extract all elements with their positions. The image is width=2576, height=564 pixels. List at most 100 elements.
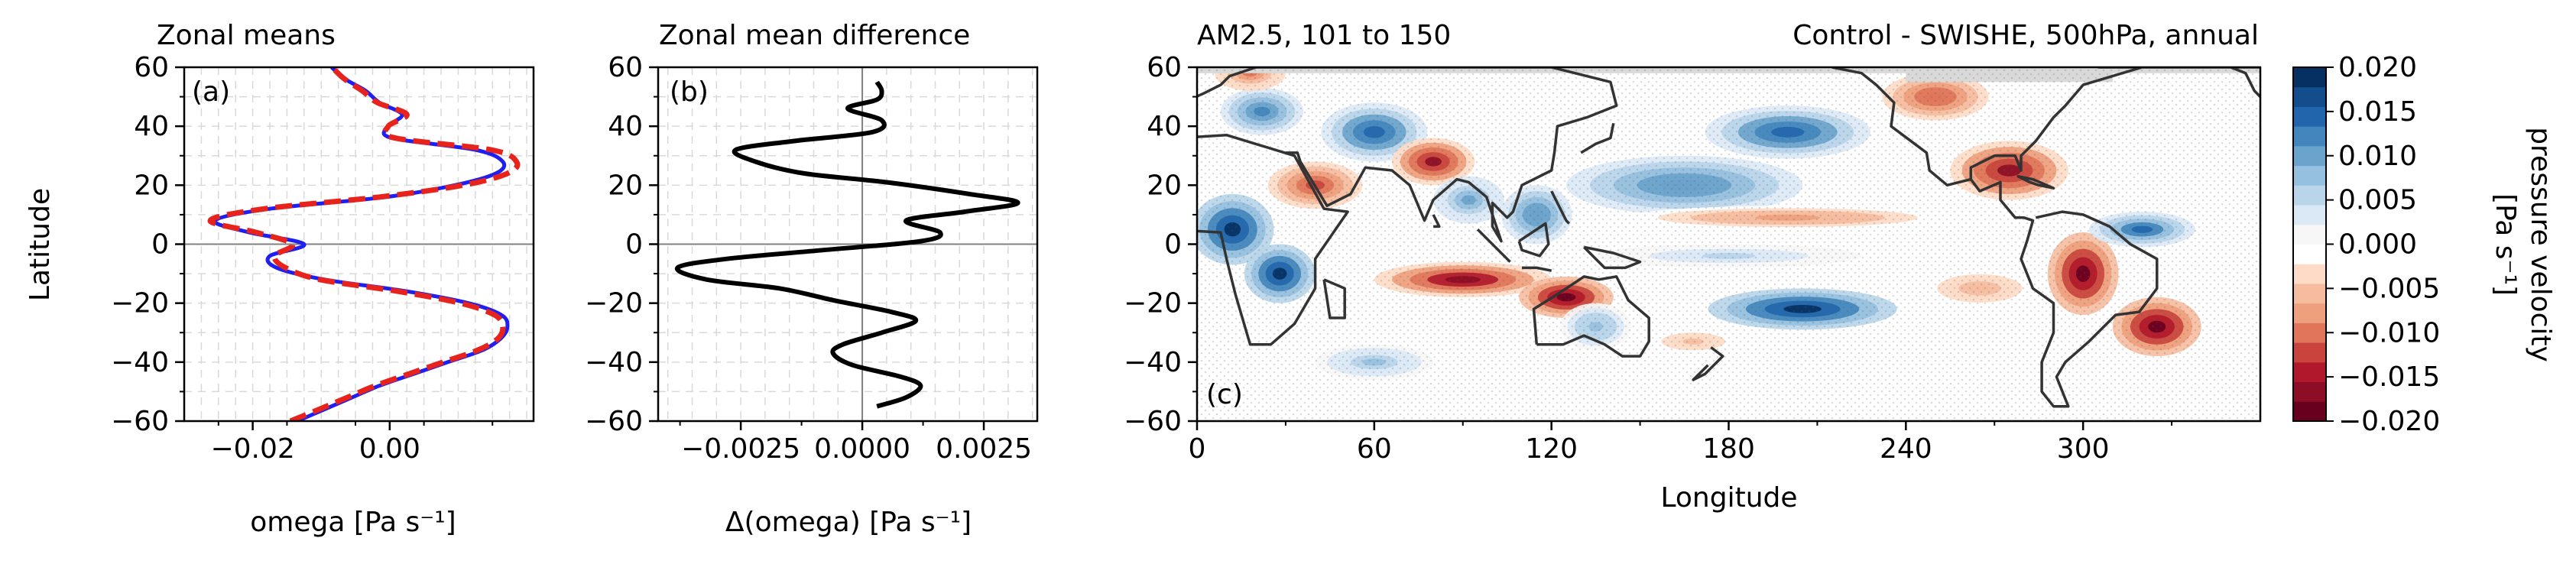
series-line-swishe bbox=[207, 67, 521, 421]
colorbar-box bbox=[2293, 361, 2326, 383]
panel-b-y-axis: −60 −40 −20 0 20 40 60 bbox=[585, 52, 658, 437]
colorbar-tick-label: −0.020 bbox=[2338, 406, 2440, 437]
colorbar-box bbox=[2293, 126, 2326, 147]
coastline bbox=[1517, 222, 1550, 258]
panel-a-xlabel: omega [Pa s⁻¹] bbox=[250, 507, 456, 538]
panel-c-x-axis: 0 60 120 180 240 300 bbox=[1189, 421, 2173, 465]
panel-a-x-axis: −0.02 0.00 bbox=[210, 421, 494, 465]
coastline bbox=[1522, 266, 1552, 272]
colorbar-box bbox=[2293, 67, 2326, 88]
y-tick-label: 60 bbox=[608, 52, 643, 83]
panel-a-label: (a) bbox=[192, 76, 230, 108]
colorbar-tick-label: −0.010 bbox=[2338, 317, 2440, 348]
y-tick-label: 20 bbox=[134, 170, 169, 201]
colorbar-tick-label: 0.015 bbox=[2338, 96, 2417, 128]
colorbar-box bbox=[2293, 264, 2326, 284]
colorbar-label-line2: [Pa s⁻¹] bbox=[2490, 193, 2521, 296]
colorbar-box bbox=[2293, 165, 2326, 186]
coastline bbox=[1476, 228, 1511, 263]
panel-b: Zonal mean difference −60 −40 −20 0 20 40 60 −… bbox=[585, 20, 1039, 538]
colorbar-box bbox=[2293, 323, 2326, 343]
colorbar-box bbox=[2293, 224, 2326, 245]
y-tick-label: −20 bbox=[1124, 288, 1182, 319]
panel-c: AM2.5, 101 to 150 Control - SWISHE, 500h… bbox=[1124, 20, 2262, 514]
y-tick-label: −20 bbox=[585, 288, 643, 319]
y-tick-label: 0 bbox=[625, 229, 643, 261]
colorbar-box bbox=[2293, 283, 2326, 304]
coastline bbox=[1550, 190, 1571, 225]
colorbar-box bbox=[2293, 205, 2326, 225]
y-tick-label: 40 bbox=[1147, 111, 1182, 142]
coastline bbox=[1580, 122, 1615, 154]
panel-a-y-axis: −60 −40 −20 0 20 40 60 bbox=[111, 52, 184, 437]
panel-c-coastlines bbox=[1197, 67, 2260, 408]
colorbar-box bbox=[2293, 342, 2326, 363]
y-tick-label: 0 bbox=[151, 229, 169, 261]
x-tick-label: 0.00 bbox=[359, 433, 420, 465]
coastline bbox=[2230, 67, 2260, 98]
panel-c-stippling bbox=[1197, 67, 2260, 421]
coastline bbox=[1582, 245, 1642, 270]
y-tick-label: 20 bbox=[1147, 170, 1182, 201]
colorbar-tick-label: 0.005 bbox=[2338, 185, 2417, 216]
coastline bbox=[1432, 214, 1441, 229]
colorbar-tick-label: −0.015 bbox=[2338, 361, 2440, 393]
y-tick-label: 20 bbox=[608, 170, 643, 201]
x-tick-label: −0.02 bbox=[210, 433, 294, 465]
colorbar-tick-label: 0.010 bbox=[2338, 141, 2417, 172]
colorbar-box bbox=[2293, 303, 2326, 323]
colorbar: 0.020 0.015 0.010 0.005 0.000 −0.005 −0.010 −0.… bbox=[2292, 52, 2556, 437]
x-tick-label: 180 bbox=[1702, 433, 1755, 465]
coastline bbox=[1969, 67, 2260, 408]
panel-c-xlabel: Longitude bbox=[1660, 482, 1797, 514]
x-tick-label: 60 bbox=[1357, 433, 1392, 465]
y-tick-label: −40 bbox=[585, 347, 643, 378]
y-tick-label: −60 bbox=[585, 406, 643, 437]
y-tick-label: 40 bbox=[134, 111, 169, 142]
colorbar-box bbox=[2293, 401, 2326, 422]
panel-c-title-left: AM2.5, 101 to 150 bbox=[1197, 20, 1451, 51]
x-tick-label: 240 bbox=[1880, 433, 1932, 465]
y-tick-label: −40 bbox=[111, 347, 169, 378]
panel-b-label: (b) bbox=[670, 76, 709, 108]
panel-b-xlabel: Δ(omega) [Pa s⁻¹] bbox=[725, 507, 972, 538]
colorbar-ticks: 0.020 0.015 0.010 0.005 0.000 −0.005 −0.010 −0.… bbox=[2326, 52, 2440, 437]
colorbar-tick-label: −0.005 bbox=[2338, 273, 2440, 304]
y-tick-label: −60 bbox=[1124, 406, 1182, 437]
panel-c-title-right: Control - SWISHE, 500hPa, annual bbox=[1792, 20, 2259, 51]
y-tick-label: 60 bbox=[1147, 52, 1182, 83]
y-tick-label: −20 bbox=[111, 288, 169, 319]
y-tick-label: 60 bbox=[134, 52, 169, 83]
y-tick-label: 40 bbox=[608, 111, 643, 142]
colorbar-boxes bbox=[2293, 67, 2326, 422]
panel-a-ylabel: Latitude bbox=[24, 188, 56, 301]
colorbar-tick-label: 0.020 bbox=[2338, 52, 2417, 83]
coastline bbox=[1197, 67, 1316, 98]
x-tick-label: 0 bbox=[1189, 433, 1206, 465]
x-tick-label: 300 bbox=[2057, 433, 2110, 465]
panel-a: Zonal means −60 −40 −20 0 20 40 60 −0.02 0.00 (… bbox=[24, 20, 535, 538]
series-line-difference bbox=[674, 80, 1020, 409]
panel-a-title: Zonal means bbox=[157, 20, 336, 51]
coastline bbox=[2186, 67, 2188, 69]
colorbar-box bbox=[2293, 106, 2326, 127]
panel-b-title: Zonal mean difference bbox=[659, 20, 970, 51]
colorbar-tick-label: 0.000 bbox=[2338, 229, 2417, 261]
y-tick-label: 0 bbox=[1164, 229, 1182, 261]
coastline bbox=[1322, 278, 1346, 319]
coastline bbox=[1197, 67, 1198, 99]
x-tick-label: 0.0000 bbox=[814, 433, 910, 465]
panel-c-y-axis: −60 −40 −20 0 20 40 60 bbox=[1124, 52, 1197, 437]
coastline bbox=[1285, 67, 1618, 243]
panel-b-series bbox=[674, 80, 1020, 409]
colorbar-box bbox=[2293, 185, 2326, 206]
panel-c-map bbox=[1197, 67, 2260, 421]
colorbar-box bbox=[2293, 381, 2326, 402]
colorbar-box bbox=[2293, 86, 2326, 107]
x-tick-label: 120 bbox=[1525, 433, 1578, 465]
x-tick-label: −0.0025 bbox=[681, 433, 800, 465]
coastline bbox=[1831, 67, 1971, 187]
panel-b-x-axis: −0.0025 0.0000 0.0025 bbox=[679, 421, 1032, 465]
panel-a-series bbox=[207, 67, 521, 421]
